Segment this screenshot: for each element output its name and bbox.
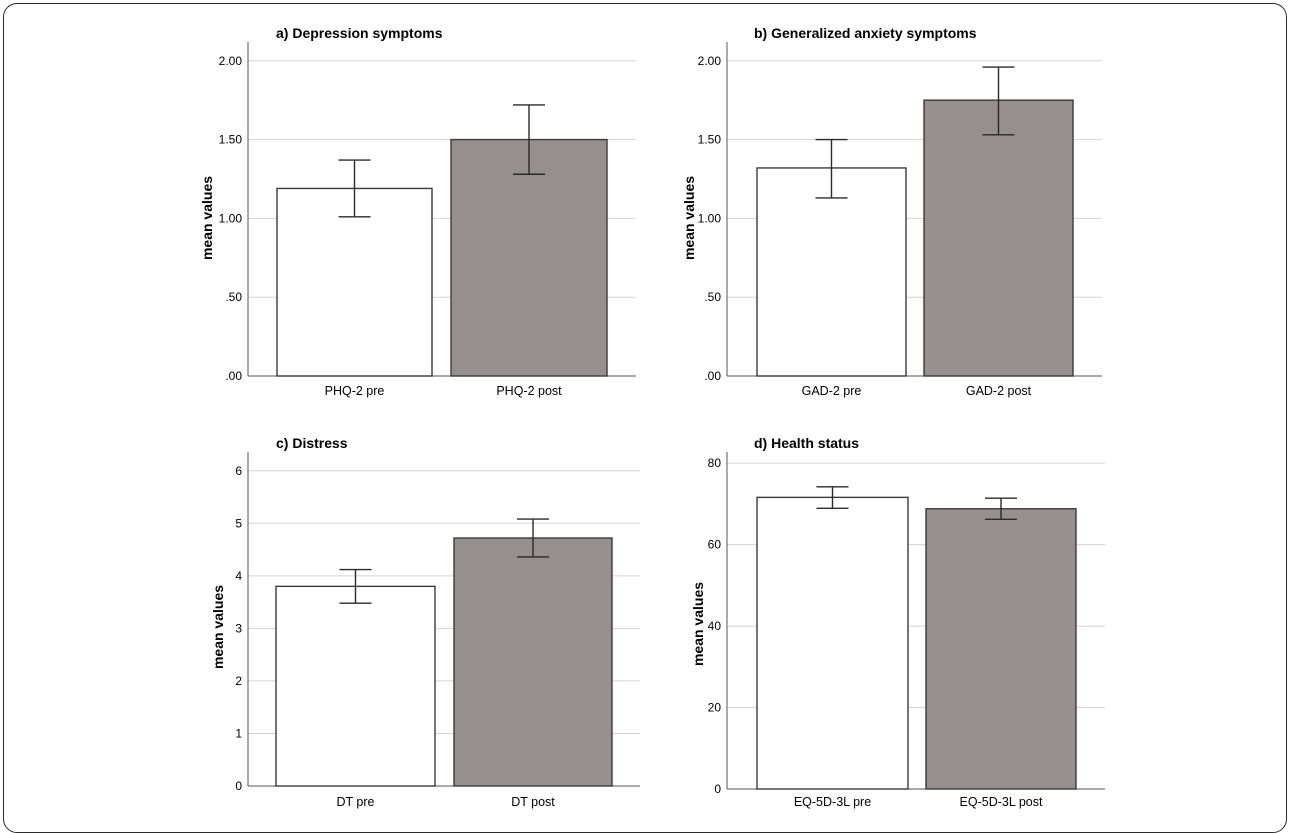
figure-border: [3, 3, 1287, 833]
